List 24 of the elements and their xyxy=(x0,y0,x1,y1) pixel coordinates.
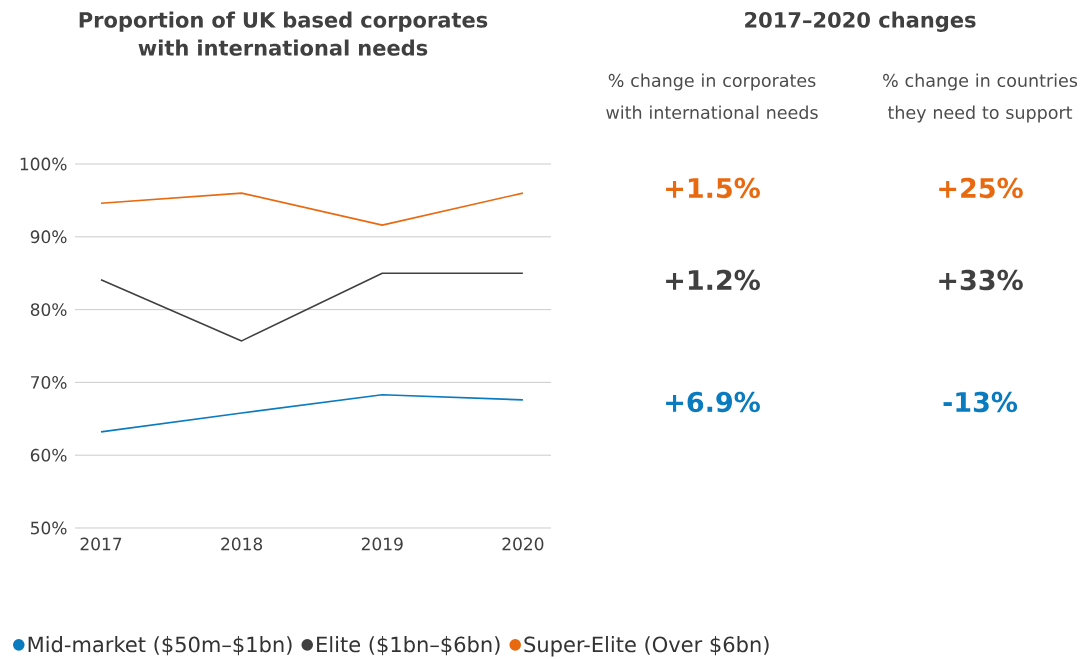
x-tick-label: 2019 xyxy=(361,537,403,551)
data-label: +25% xyxy=(939,177,1023,199)
x-tick-label: 2020 xyxy=(502,537,544,551)
legend-label: Elite ($1bn–$6bn) xyxy=(317,636,500,656)
y-tick-label: 70% xyxy=(31,375,67,389)
x-tick-label: 2018 xyxy=(221,537,263,551)
category-label: % change in countries they need to support xyxy=(883,73,1078,123)
data-label: -13% xyxy=(943,391,1018,413)
data-label: +1.2% xyxy=(666,269,760,291)
y-tick-label: 100% xyxy=(20,157,67,171)
y-tick-label: 60% xyxy=(30,448,67,462)
y-tick-label: 90% xyxy=(30,230,67,244)
legend-label: Mid-market ($50m–$1bn) xyxy=(28,636,292,656)
data-label: +1.5% xyxy=(666,177,760,199)
y-tick-label: 50% xyxy=(31,521,67,535)
data-label: +6.9% xyxy=(666,391,760,413)
line-series xyxy=(100,393,524,433)
chart-title: Proportion of UK based corporates with international needs xyxy=(79,11,488,56)
text: 2017–2020 changes xyxy=(745,11,976,33)
data-label: +33% xyxy=(939,269,1023,291)
category-label: % change in corporates with international needs xyxy=(606,73,818,120)
x-tick-label: 2017 xyxy=(80,537,122,551)
legend-label: Super-Elite (Over $6bn) xyxy=(524,636,769,657)
y-tick-label: 80% xyxy=(30,303,67,317)
